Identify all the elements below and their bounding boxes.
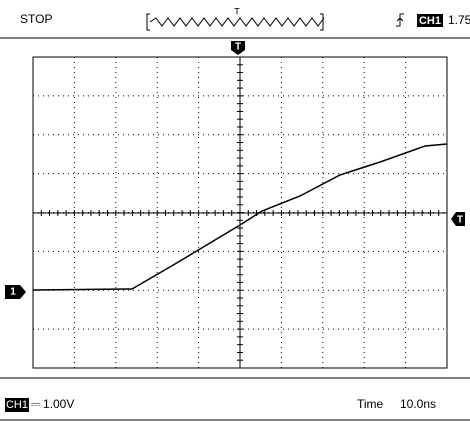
trigger-source-box [417, 14, 443, 27]
trigger-position-label: T [234, 6, 240, 16]
channel-label: CH1 [6, 399, 28, 411]
channel-marker [5, 285, 26, 299]
trigger-position-bar [146, 13, 325, 31]
trigger-level-marker [451, 212, 465, 226]
channel-marker-label: 1 [10, 287, 16, 298]
trigger-top-marker [231, 41, 245, 55]
waveform [32, 143, 448, 291]
trigger-level-label: T [457, 215, 463, 226]
trigger-edge-icon [396, 13, 404, 27]
volts-per-div: 1.00V [43, 397, 74, 411]
run-status: STOP [20, 12, 52, 26]
coupling-symbol: ⎓ [31, 397, 41, 411]
time-per-div: 10.0ns [400, 397, 436, 411]
graticule [32, 56, 448, 369]
trigger-top-label: T [235, 42, 241, 53]
trigger-level: 1.75V [448, 13, 470, 27]
channel-box [5, 398, 29, 412]
trigger-source: CH1 [419, 15, 441, 27]
time-label: Time [357, 397, 384, 411]
